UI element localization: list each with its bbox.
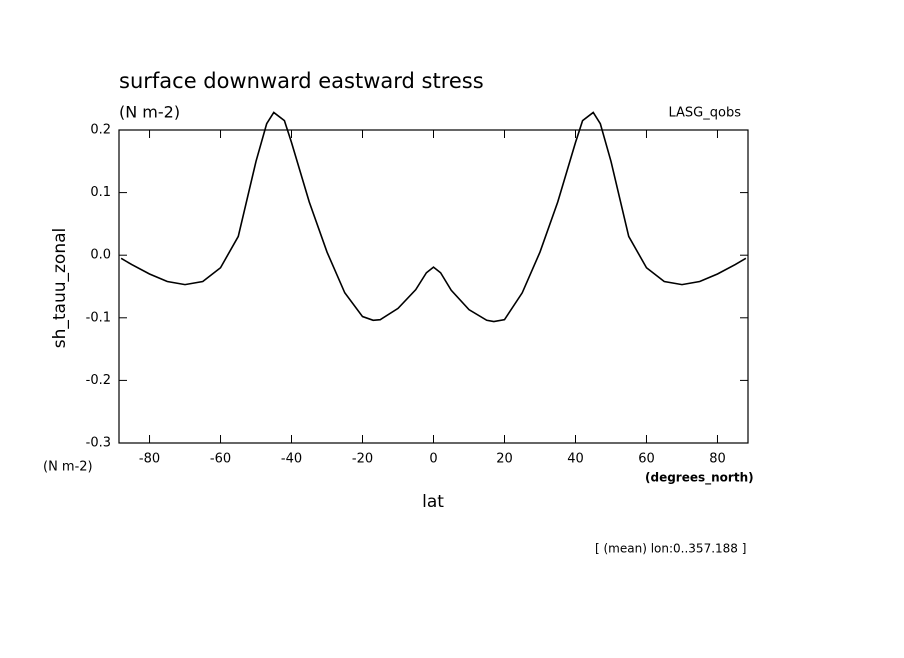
y-tick-label: -0.1 bbox=[86, 310, 111, 325]
x-axis-label: lat bbox=[422, 492, 444, 512]
x-tick-label: 40 bbox=[567, 452, 584, 467]
y-axis-label: sh_tauu_zonal bbox=[50, 228, 70, 349]
x-tick-label: 80 bbox=[709, 452, 726, 467]
data-line bbox=[120, 111, 747, 323]
units-label: (N m-2) bbox=[119, 103, 180, 122]
x-units-label: (degrees_north) bbox=[645, 471, 754, 486]
y-tick-label: 0.0 bbox=[90, 248, 111, 263]
x-tick-label: 60 bbox=[638, 452, 655, 467]
x-tick-label: 20 bbox=[496, 452, 513, 467]
x-tick-label: -20 bbox=[352, 452, 373, 467]
plot-frame bbox=[118, 129, 749, 444]
x-tick-label: -60 bbox=[210, 452, 231, 467]
y-tick-label: -0.2 bbox=[86, 373, 111, 388]
chart-title: surface downward eastward stress bbox=[119, 69, 484, 93]
x-tick-label: -80 bbox=[139, 452, 160, 467]
dataset-label: LASG_qobs bbox=[669, 106, 742, 121]
y-tick-label: 0.2 bbox=[90, 123, 111, 138]
x-tick-label: 0 bbox=[429, 452, 437, 467]
note: [ (mean) lon:0..357.188 ] bbox=[595, 542, 746, 556]
y-tick-label: -0.3 bbox=[86, 436, 111, 451]
x-tick-label: -40 bbox=[281, 452, 302, 467]
y-tick-label: 0.1 bbox=[90, 185, 111, 200]
y-units-label: (N m-2) bbox=[43, 460, 93, 475]
